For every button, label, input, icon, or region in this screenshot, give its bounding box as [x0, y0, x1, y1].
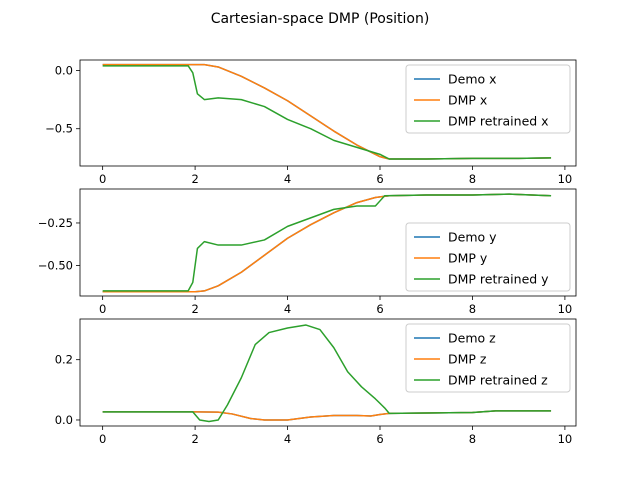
series-group-y	[102, 193, 552, 293]
legend-label-retrained: DMP retrained x	[448, 114, 549, 129]
legend-label-dmp: DMP z	[448, 352, 487, 367]
axes-frame-x	[79, 59, 577, 167]
x-tick-label: 8	[469, 432, 476, 446]
figure-title: Cartesian-space DMP (Position)	[211, 11, 430, 27]
subplot-x: 0 2 4 6 8 10 0.0 −0.5 Demo x DMP x DMP retrained x	[45, 59, 577, 186]
x-tick-label: 0	[99, 172, 106, 186]
x-tick-label: 0	[99, 302, 106, 316]
x-tick-label: 10	[558, 432, 573, 446]
subplot-z: 0 2 4 6 8 10 0.0 0.2 Demo z DMP z DMP retrained z	[55, 318, 577, 446]
x-tick-label: 10	[558, 302, 573, 316]
legend-label-demo: Demo y	[448, 230, 497, 245]
series-group-z	[102, 324, 552, 423]
legend-label-dmp: DMP x	[448, 93, 487, 108]
x-tick-label: 2	[191, 302, 198, 316]
series-group-x	[102, 63, 552, 160]
legend-label-demo: Demo x	[448, 72, 497, 87]
y-tick-label: −0.50	[38, 258, 73, 272]
series-line-retrained-y	[102, 193, 552, 292]
x-tick-label: 2	[191, 432, 198, 446]
legend-label-retrained: DMP retrained z	[448, 373, 548, 388]
legend-label-dmp: DMP y	[448, 251, 488, 266]
series-line-retrained-x	[102, 65, 552, 160]
legend-box	[405, 222, 571, 292]
x-tick-label: 2	[191, 172, 198, 186]
axes-frame-z	[79, 318, 577, 427]
x-tick-label: 10	[558, 172, 573, 186]
x-tick-label: 0	[99, 432, 106, 446]
y-tick-label: 0.0	[55, 413, 73, 427]
legend-z: Demo z DMP z DMP retrained z	[405, 323, 571, 393]
x-tick-label: 6	[376, 172, 383, 186]
x-tick-label: 6	[376, 302, 383, 316]
subplot-y: 0 2 4 6 8 10 −0.25 −0.50 Demo y DMP y DMP retraine…	[38, 188, 577, 316]
x-tick-label: 4	[284, 432, 291, 446]
legend-y: Demo y DMP y DMP retrained y	[405, 222, 571, 292]
axes-frame-y	[79, 188, 577, 297]
legend-box	[405, 64, 571, 134]
y-tick-label: 0.2	[55, 353, 73, 367]
legend-label-retrained: DMP retrained y	[448, 272, 549, 287]
legend-box	[405, 323, 571, 393]
y-tick-label: −0.5	[45, 122, 73, 136]
x-tick-label: 8	[469, 172, 476, 186]
y-tick-label: −0.25	[38, 216, 73, 230]
x-tick-label: 8	[469, 302, 476, 316]
legend-x: Demo x DMP x DMP retrained x	[405, 64, 571, 134]
x-tick-label: 6	[376, 432, 383, 446]
y-tick-label: 0.0	[55, 63, 73, 77]
legend-label-demo: Demo z	[448, 331, 496, 346]
series-line-retrained-z	[102, 324, 552, 423]
x-tick-label: 4	[284, 302, 291, 316]
x-tick-label: 4	[284, 172, 291, 186]
